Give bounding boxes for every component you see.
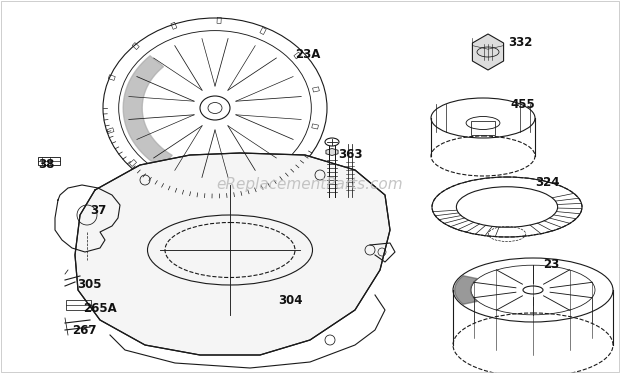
Bar [66, 300, 91, 310]
Bar [260, 27, 266, 35]
Bar [38, 157, 60, 165]
Bar [107, 128, 114, 134]
Text: 455: 455 [510, 98, 534, 112]
Text: 267: 267 [72, 323, 97, 336]
Text: 23A: 23A [295, 48, 321, 62]
Bar [312, 124, 319, 129]
Bar [312, 87, 319, 92]
Polygon shape [123, 56, 172, 168]
Bar [108, 75, 115, 81]
Bar [294, 52, 301, 59]
Polygon shape [326, 148, 338, 156]
Bar [213, 189, 217, 195]
Bar [291, 156, 299, 163]
Text: 23: 23 [543, 258, 559, 272]
Text: 363: 363 [338, 148, 363, 162]
Polygon shape [472, 34, 503, 70]
Text: eReplacementParts.com: eReplacementParts.com [216, 178, 404, 192]
Bar [132, 43, 140, 50]
Bar [217, 17, 221, 23]
Bar [130, 160, 136, 166]
Text: 304: 304 [278, 294, 303, 307]
Polygon shape [75, 153, 390, 355]
Text: 37: 37 [90, 204, 106, 216]
Text: 332: 332 [508, 35, 533, 48]
Bar [171, 22, 177, 29]
Text: 305: 305 [77, 279, 102, 292]
Text: 265A: 265A [83, 301, 117, 314]
Bar [471, 121, 495, 135]
Text: 38: 38 [38, 159, 55, 172]
Bar [167, 181, 173, 188]
Polygon shape [454, 276, 477, 304]
Bar [256, 179, 263, 186]
Text: 324: 324 [535, 176, 559, 188]
